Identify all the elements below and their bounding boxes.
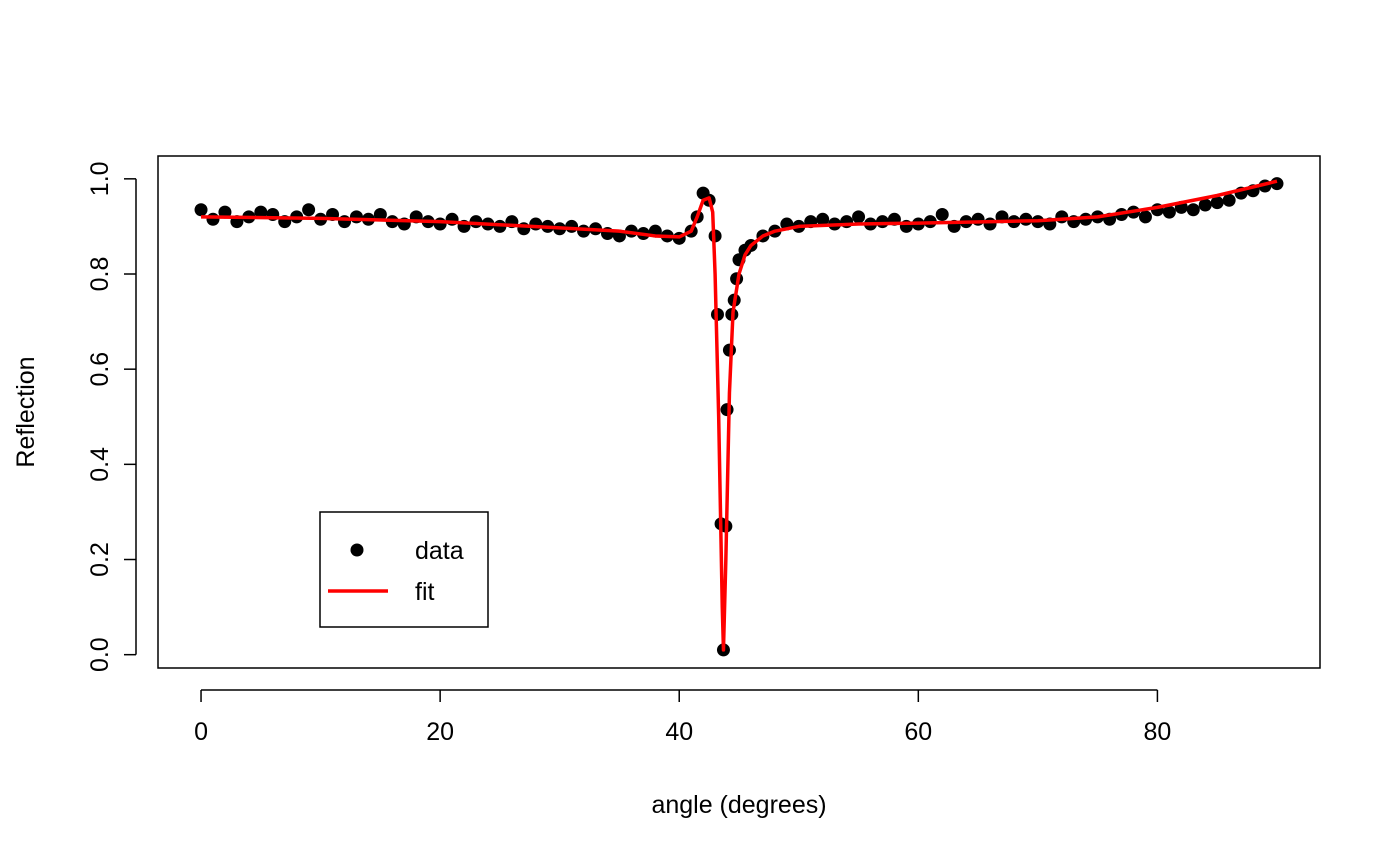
data-point [983, 217, 997, 231]
y-tick-label: 0.6 [86, 352, 114, 387]
x-tick-label: 20 [426, 718, 454, 746]
y-tick-label: 0.2 [86, 542, 114, 577]
x-axis-title: angle (degrees) [651, 791, 826, 819]
data-point [852, 210, 866, 224]
data-point [1055, 210, 1069, 224]
y-axis-title: Reflection [12, 356, 40, 467]
plot-box [157, 155, 1321, 669]
data-point [1138, 210, 1152, 224]
data-point [935, 208, 949, 222]
data-point [565, 219, 579, 233]
data-point [194, 203, 208, 217]
x-tick-label: 80 [1144, 718, 1172, 746]
legend-label: data [415, 537, 464, 565]
data-point [302, 203, 316, 217]
data-point [1162, 205, 1176, 219]
data-point [373, 208, 387, 222]
x-tick-label: 40 [665, 718, 693, 746]
data-point [218, 205, 232, 219]
data-point [1210, 196, 1224, 210]
legend-point [350, 543, 364, 557]
data-point [720, 403, 734, 417]
fit-line [201, 179, 1278, 652]
data-point [1186, 203, 1200, 217]
data-point [337, 215, 351, 229]
data-point [816, 212, 830, 226]
legend-box [319, 511, 489, 628]
y-tick-label: 1.0 [86, 161, 114, 196]
y-tick-label: 0.8 [86, 257, 114, 292]
y-tick-label: 0.4 [86, 447, 114, 482]
data-point [206, 212, 220, 226]
data-point [1222, 193, 1236, 207]
x-tick-label: 60 [904, 718, 932, 746]
data-point [254, 205, 268, 219]
data-point [349, 210, 363, 224]
data-point [971, 212, 985, 226]
data-point [433, 217, 447, 231]
x-tick-label: 0 [194, 718, 208, 746]
data-point [1198, 198, 1212, 212]
y-tick-label: 0.0 [86, 637, 114, 672]
data-point [875, 215, 889, 229]
legend-label: fit [415, 578, 435, 606]
